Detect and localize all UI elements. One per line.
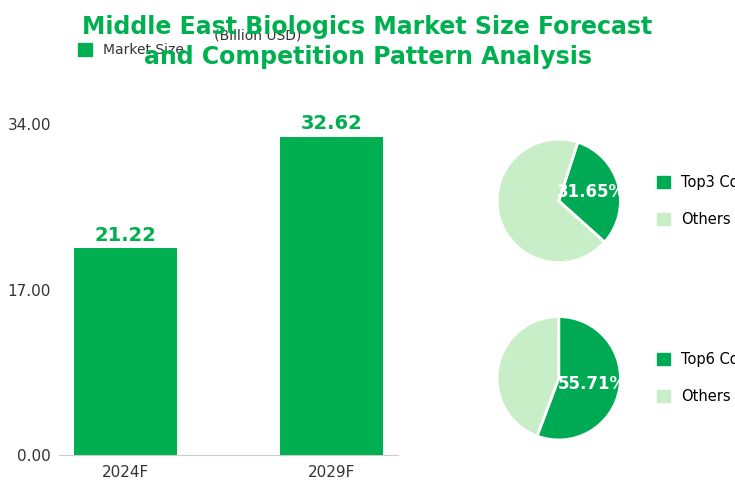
Text: 55.71%: 55.71% <box>558 375 627 394</box>
Wedge shape <box>537 317 620 440</box>
Wedge shape <box>497 317 559 436</box>
Text: Middle East Biologics Market Size Forecast
and Competition Pattern Analysis: Middle East Biologics Market Size Foreca… <box>82 15 653 68</box>
Text: 31.65%: 31.65% <box>557 183 626 201</box>
Text: (Billion USD): (Billion USD) <box>201 29 301 43</box>
Text: 32.62: 32.62 <box>301 114 362 133</box>
Bar <box>74 248 177 455</box>
Legend: Top6 Companies, Others: Top6 Companies, Others <box>651 346 735 410</box>
Wedge shape <box>497 139 605 262</box>
Text: 21.22: 21.22 <box>95 226 157 245</box>
Legend: Top3 Companies, Others: Top3 Companies, Others <box>651 169 735 233</box>
Wedge shape <box>559 142 620 242</box>
Bar <box>280 137 383 455</box>
Legend: Market Size: Market Size <box>73 38 190 63</box>
